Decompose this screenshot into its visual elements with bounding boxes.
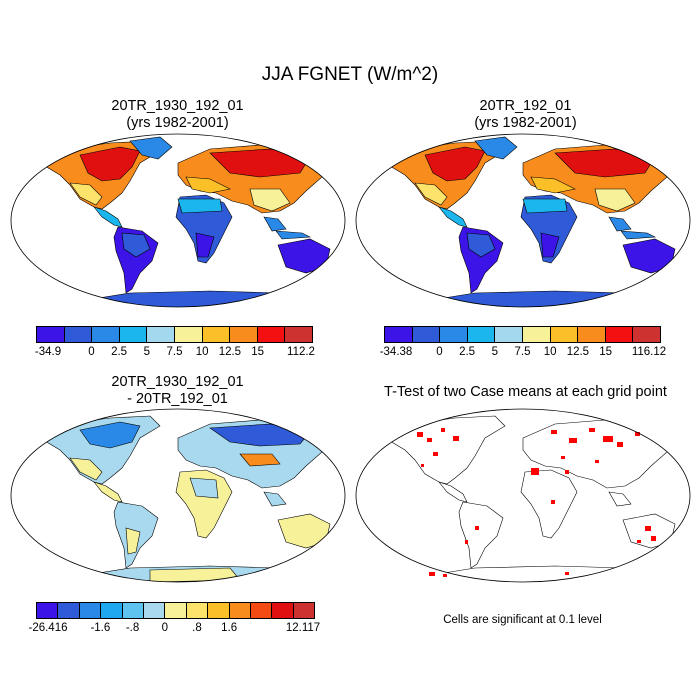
colorbar-2-label: 10 (543, 346, 557, 358)
panel-2-title-line1: 20TR_192_01 (479, 98, 572, 114)
colorbar-panel-1: -34.9 0 2.5 5 7.5 10 12.5 15 112.2 (34, 326, 315, 366)
colorbar-1-label: 12.5 (218, 346, 242, 358)
colorbar-2-label: 2.5 (459, 346, 476, 358)
colorbar-2-box (578, 327, 606, 342)
colorbar-3-label: -1.6 (90, 622, 111, 634)
colorbar-1-boxes (36, 326, 313, 343)
colorbar-3-box (272, 603, 294, 618)
colorbar-1-label: 0 (88, 346, 95, 358)
colorbar-2-label: 12.5 (566, 346, 590, 358)
colorbar-3-box (37, 603, 59, 618)
map-panel-1 (10, 133, 346, 308)
colorbar-panel-3: -26.416 -1.6 -.8 0 .8 1.6 12.117 (28, 602, 320, 642)
colorbar-2-box (550, 327, 579, 342)
colorbar-1-box (257, 327, 286, 342)
panel-4-title-line1: T-Test of two Case means at each grid po… (384, 384, 667, 400)
colorbar-1-box (285, 327, 312, 342)
colorbar-1-box (119, 327, 148, 342)
colorbar-1-box (202, 327, 231, 342)
colorbar-2-box (495, 327, 523, 342)
colorbar-1-box (64, 327, 93, 342)
colorbar-1-label: 112.2 (287, 346, 315, 358)
colorbar-3-box (122, 603, 144, 618)
colorbar-3-boxes (36, 602, 315, 619)
map-panel-3 (10, 408, 346, 583)
colorbar-3-label: .8 (192, 622, 202, 634)
colorbar-3-box (229, 603, 251, 618)
colorbar-panel-2: -34.38 0 2.5 5 7.5 10 12.5 15 116.12 (380, 326, 666, 366)
colorbar-2-label: 0 (436, 346, 443, 358)
colorbar-2-label: 5 (491, 346, 498, 358)
colorbar-3-box (208, 603, 230, 618)
colorbar-2-label: 15 (599, 346, 612, 358)
colorbar-3-label: 12.117 (285, 622, 321, 634)
colorbar-2-box (605, 327, 634, 342)
colorbar-1-box (174, 327, 203, 342)
map-panel-2 (355, 133, 691, 308)
colorbar-1-box (147, 327, 175, 342)
colorbar-2-boxes (384, 326, 661, 343)
significance-note: Cells are significant at 0.1 level (443, 614, 602, 626)
colorbar-1-label: 15 (251, 346, 264, 358)
colorbar-1-label: 7.5 (166, 346, 183, 358)
colorbar-2-box (385, 327, 413, 342)
colorbar-2-box (467, 327, 496, 342)
colorbar-1-label: 2.5 (111, 346, 128, 358)
panel-2-title: 20TR_192_01 (yrs 1982-2001) (393, 98, 658, 132)
colorbar-1-box (92, 327, 120, 342)
panel-3-title-line1: 20TR_1930_192_01 (111, 374, 244, 390)
panel-1-title-line2: (yrs 1982-2001) (126, 115, 229, 131)
colorbar-3-label: 1.6 (221, 622, 238, 634)
colorbar-3-box (165, 603, 187, 618)
colorbar-3-box (186, 603, 209, 618)
colorbar-2-label: 7.5 (514, 346, 531, 358)
significant-cells (417, 428, 656, 577)
colorbar-1-box (37, 327, 65, 342)
colorbar-1-label: 10 (195, 346, 209, 358)
panel-2-title-line2: (yrs 1982-2001) (474, 115, 577, 131)
panel-1-title: 20TR_1930_192_01 (yrs 1982-2001) (45, 98, 310, 132)
colorbar-1-label: -34.9 (34, 346, 62, 358)
colorbar-3-box (293, 603, 315, 618)
main-title: JJA FGNET (W/m^2) (261, 64, 439, 85)
panel-4-title: T-Test of two Case means at each grid po… (353, 384, 698, 401)
colorbar-3-box (143, 603, 166, 618)
colorbar-2-box (412, 327, 441, 342)
colorbar-1-box (230, 327, 258, 342)
map-panel-4 (355, 408, 691, 583)
colorbar-3-box (250, 603, 273, 618)
panel-1-title-line1: 20TR_1930_192_01 (111, 98, 244, 114)
colorbar-1-label: 5 (143, 346, 150, 358)
colorbar-3-label: -.8 (125, 622, 140, 634)
colorbar-2-label: 116.12 (631, 346, 667, 358)
colorbar-2-box (440, 327, 468, 342)
panel-3-title-line2: - 20TR_192_01 (127, 391, 228, 407)
panel-3-title: 20TR_1930_192_01 - 20TR_192_01 (45, 374, 310, 408)
colorbar-3-box (79, 603, 102, 618)
colorbar-3-label: -26.416 (28, 622, 68, 634)
colorbar-3-box (101, 603, 123, 618)
colorbar-2-label: -34.38 (379, 346, 413, 358)
colorbar-2-box (633, 327, 660, 342)
colorbar-2-box (522, 327, 551, 342)
colorbar-3-label: 0 (161, 622, 168, 634)
colorbar-3-box (58, 603, 80, 618)
